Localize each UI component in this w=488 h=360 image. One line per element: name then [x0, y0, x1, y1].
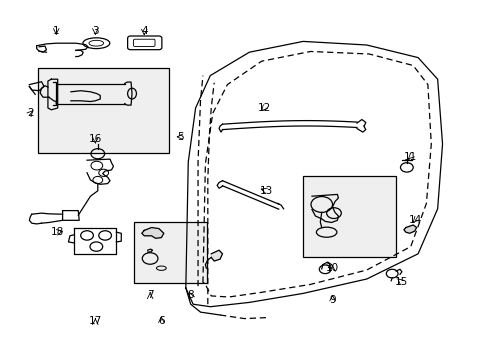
Polygon shape: [403, 225, 416, 233]
Text: 6: 6: [158, 316, 164, 326]
Polygon shape: [211, 250, 222, 261]
Text: 10: 10: [325, 263, 338, 273]
Text: 5: 5: [177, 132, 184, 142]
Text: 18: 18: [51, 227, 64, 237]
Text: 14: 14: [408, 215, 422, 225]
Text: 4: 4: [141, 26, 147, 36]
Text: 17: 17: [88, 316, 102, 326]
Text: 11: 11: [403, 152, 417, 162]
Text: 7: 7: [146, 290, 153, 300]
Polygon shape: [142, 228, 163, 238]
Bar: [303, 176, 395, 257]
Text: 1: 1: [53, 26, 60, 36]
Bar: [38, 68, 169, 153]
Text: 16: 16: [88, 134, 102, 144]
Text: 2: 2: [27, 108, 34, 118]
Bar: [134, 222, 206, 283]
Text: 9: 9: [328, 294, 335, 305]
Text: 8: 8: [187, 290, 194, 300]
Text: 13: 13: [259, 186, 273, 196]
Text: 15: 15: [393, 276, 407, 287]
Text: 3: 3: [92, 26, 99, 36]
Text: 12: 12: [257, 103, 270, 113]
